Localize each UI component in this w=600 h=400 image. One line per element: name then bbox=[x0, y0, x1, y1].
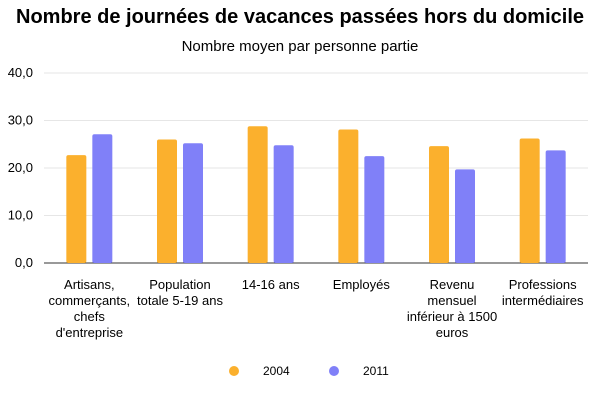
bar-2011-1 bbox=[183, 143, 203, 263]
x-category-label: Artisans, commerçants, chefs d'entreprise bbox=[49, 277, 131, 340]
legend-label-2004: 2004 bbox=[263, 364, 290, 378]
bars bbox=[66, 126, 566, 263]
y-tick-label: 20,0 bbox=[8, 160, 33, 175]
bar-2011-0 bbox=[92, 134, 113, 263]
y-tick-label: 10,0 bbox=[8, 208, 33, 223]
bar-2011-4 bbox=[455, 169, 475, 263]
legend-marker-2004 bbox=[229, 366, 239, 376]
y-axis-ticks: 0,0 10,0 20,0 30,0 40,0 bbox=[8, 65, 33, 270]
bar-2011-2 bbox=[273, 145, 294, 263]
x-category-label: Population totale 5-19 ans bbox=[137, 277, 224, 308]
chart-subtitle: Nombre moyen par personne partie bbox=[181, 38, 419, 55]
y-tick-label: 40,0 bbox=[8, 65, 33, 80]
x-category-label: Revenu mensuel inférieur à 1500 euros bbox=[407, 277, 497, 340]
legend-label-2011: 2011 bbox=[363, 364, 389, 378]
grid-lines bbox=[44, 72, 588, 264]
bar-2011-5 bbox=[545, 150, 566, 263]
x-category-label: 14-16 ans bbox=[242, 277, 300, 292]
bar-2004-2 bbox=[247, 126, 268, 263]
y-tick-label: 30,0 bbox=[8, 113, 33, 128]
x-axis-labels: Artisans, commerçants, chefs d'entreprisePo… bbox=[49, 277, 584, 340]
bar-2011-3 bbox=[364, 156, 385, 263]
x-category-label: Professions intermédiaires bbox=[502, 277, 584, 308]
bar-2004-1 bbox=[157, 139, 177, 263]
x-category-label: Employés bbox=[333, 277, 391, 292]
legend-marker-2011 bbox=[329, 366, 339, 376]
bar-2004-0 bbox=[66, 155, 87, 263]
y-tick-label: 0,0 bbox=[15, 255, 33, 270]
bar-2004-5 bbox=[519, 138, 540, 263]
chart-title: Nombre de journées de vacances passées h… bbox=[16, 6, 584, 28]
bar-2004-3 bbox=[338, 129, 359, 263]
legend: 2004 2011 bbox=[229, 364, 389, 378]
bar-2004-4 bbox=[429, 146, 449, 263]
